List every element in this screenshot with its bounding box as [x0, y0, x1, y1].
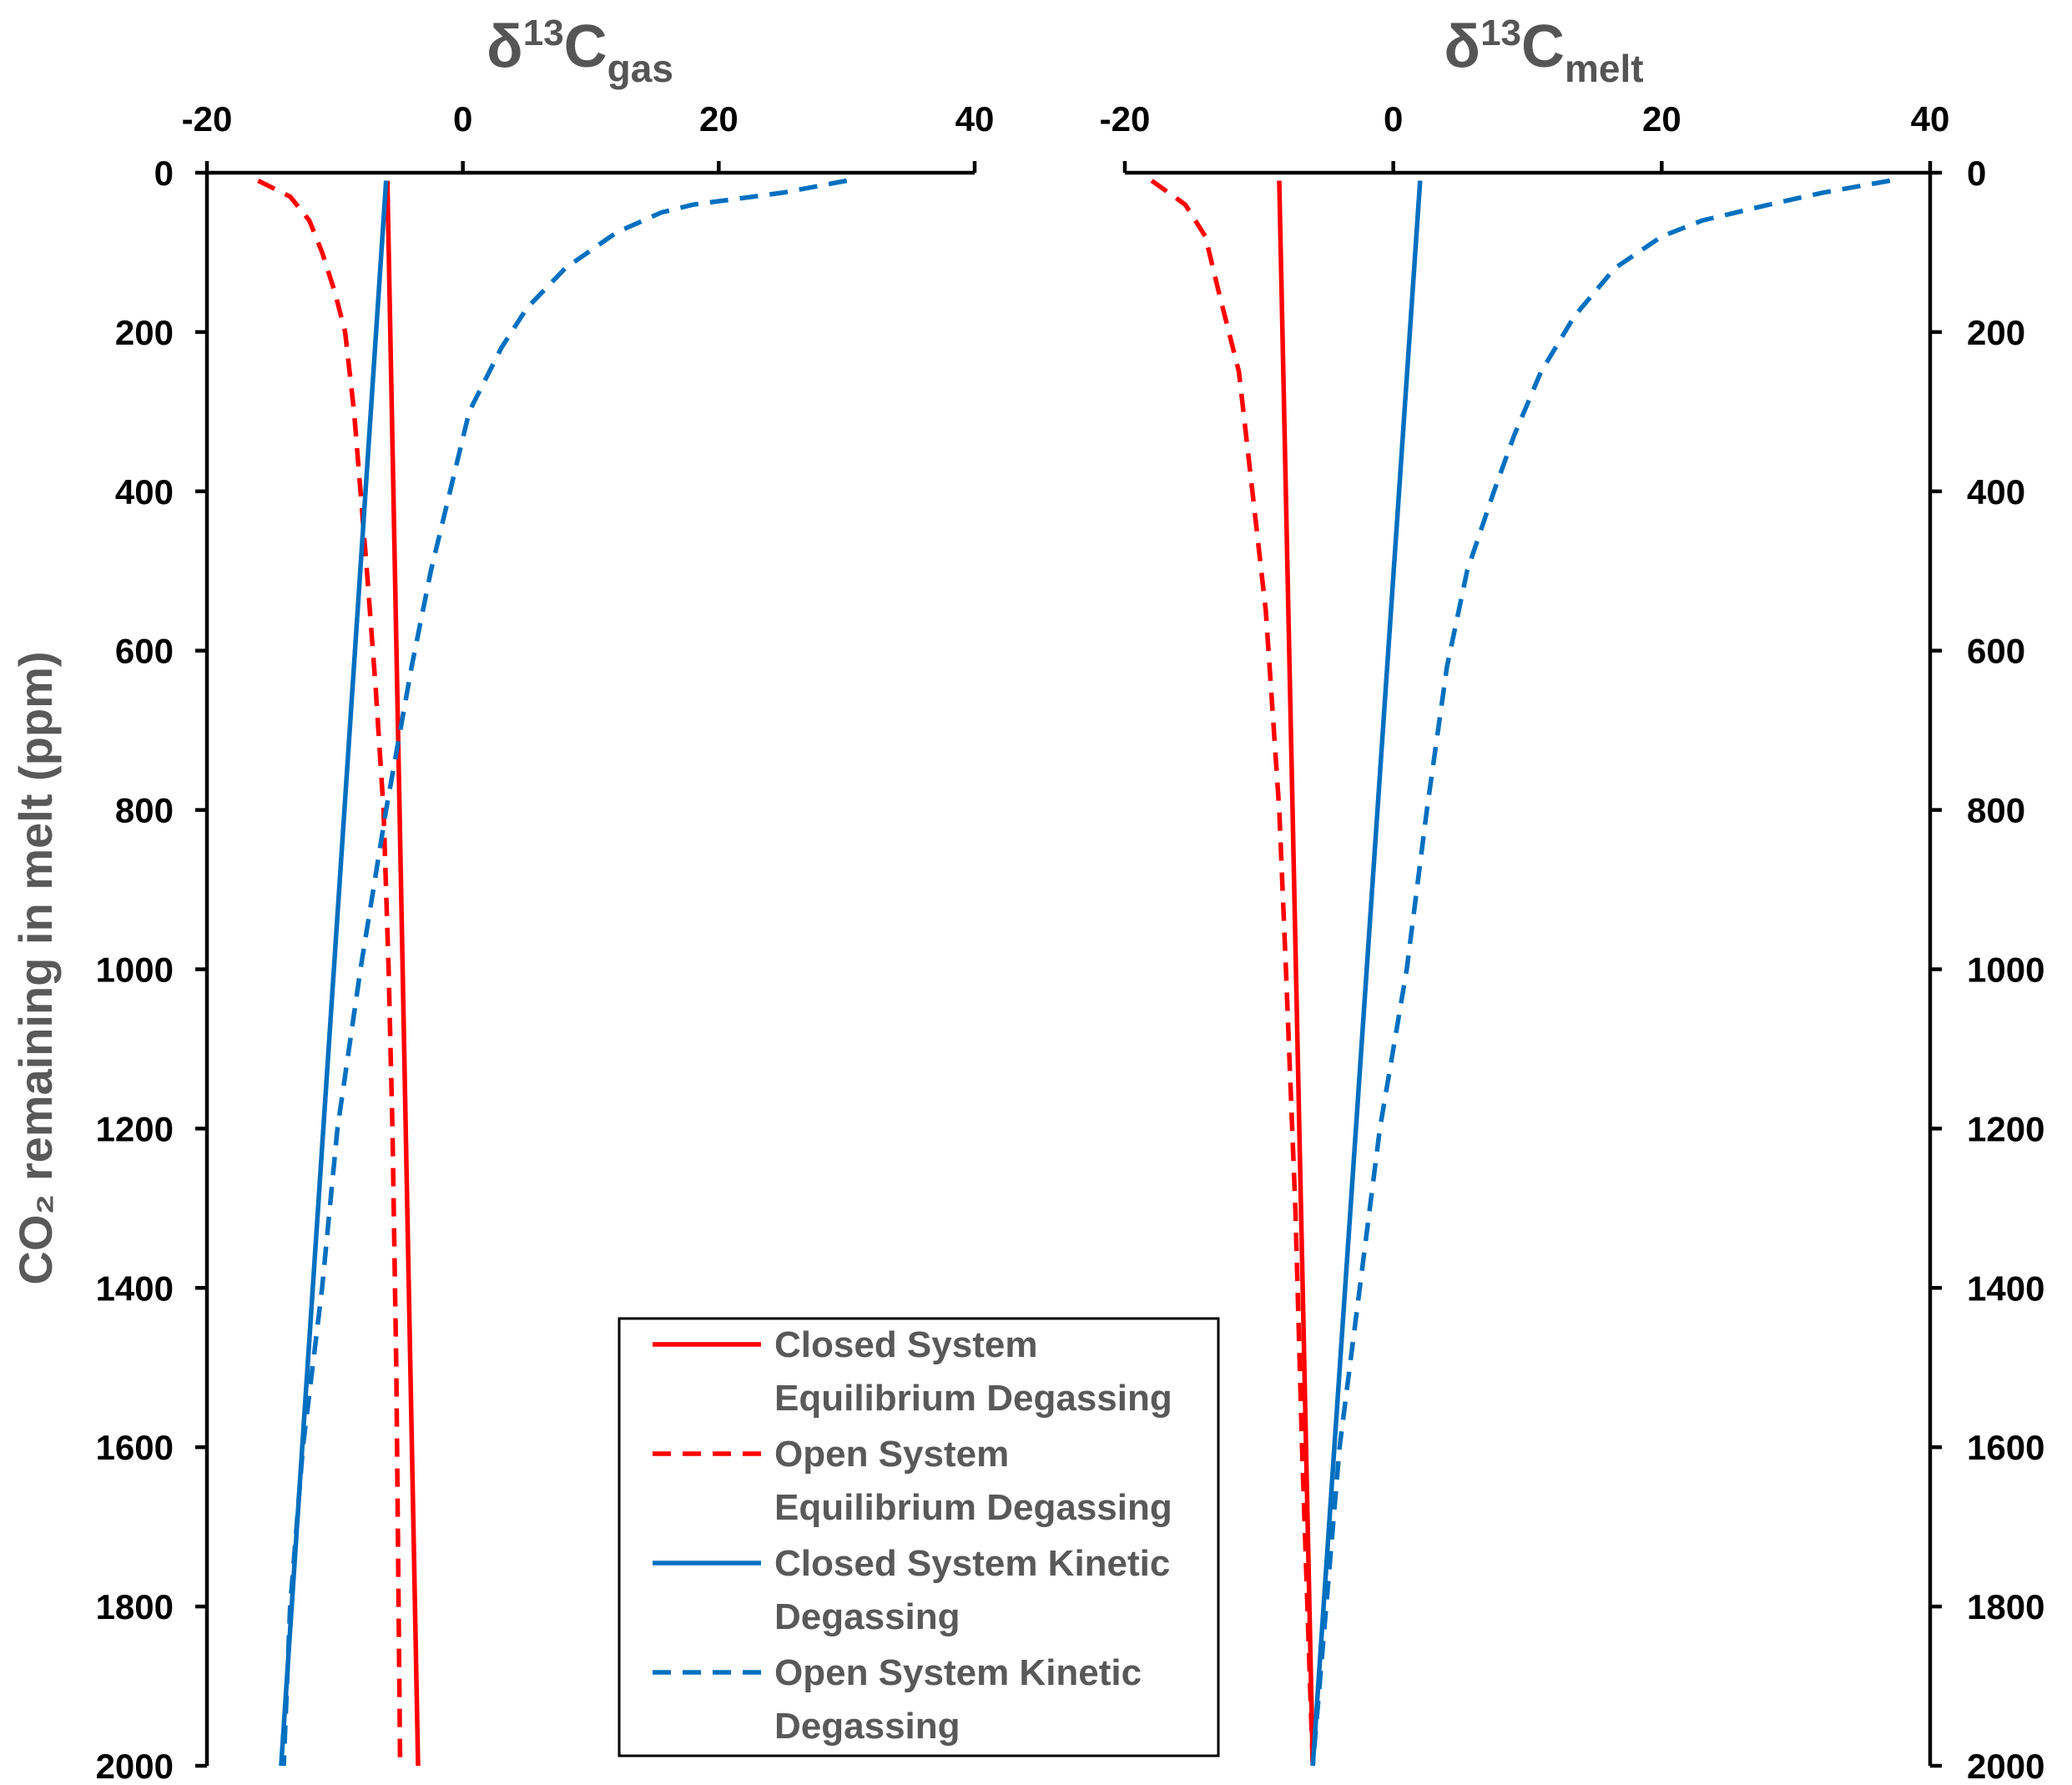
- y-tick-label: 800: [115, 791, 174, 830]
- legend-label-line1: Open System Kinetic: [774, 1652, 1142, 1693]
- series-open-system-equilibrium-degassing: [1150, 179, 1315, 1767]
- title-gas-base: δ: [486, 13, 523, 80]
- y-tick-label: 1000: [96, 950, 174, 990]
- legend-label-line2: Equilibrium Degassing: [774, 1487, 1172, 1528]
- y-tick-label: 0: [1967, 154, 1986, 193]
- y-tick-label: 1200: [96, 1109, 174, 1148]
- x-tick-label: 40: [955, 99, 995, 139]
- y-axis-label: CO₂ remaining in melt (ppm): [9, 651, 62, 1284]
- series-open-system-kinetic-degassing: [1310, 178, 1891, 1767]
- y-tick-label: 2000: [1967, 1747, 2044, 1785]
- series-open-system-equilibrium-degassing: [257, 179, 403, 1767]
- y-tick-label: 600: [1967, 632, 2025, 671]
- title-gas-sub: gas: [607, 47, 673, 90]
- y-tick-label: 1400: [96, 1268, 174, 1308]
- panel-1: -20 0 20 4002004006008001000120014001600180…: [1100, 99, 2045, 1785]
- y-tick-label: 1800: [1967, 1587, 2044, 1626]
- panel-0: -20 0 20 4002004006008001000120014001600180…: [96, 99, 995, 1785]
- x-tick-label: -20: [1100, 99, 1151, 139]
- x-tick-label: 0: [1384, 99, 1403, 139]
- y-tick-label: 1600: [96, 1428, 174, 1467]
- title-melt-sup: 13: [1480, 13, 1521, 53]
- y-tick-label: 1000: [1967, 950, 2044, 990]
- y-tick-label: 400: [115, 472, 174, 512]
- x-tick-label: -20: [182, 99, 233, 139]
- series-closed-system-kinetic-degassing: [1310, 180, 1423, 1767]
- legend-label-line1: Open System: [774, 1434, 1009, 1475]
- y-tick-label: 1800: [96, 1587, 174, 1626]
- title-melt-sub: melt: [1565, 47, 1644, 90]
- y-tick-label: 1600: [1967, 1428, 2044, 1467]
- y-tick-label: 2000: [96, 1747, 174, 1785]
- legend-frame: [618, 1317, 1220, 1757]
- y-tick-label: 200: [1967, 313, 2025, 352]
- legend-entries: Closed System Equilibrium Degassing Open S…: [653, 1324, 1172, 1747]
- plot-area: -20 0 20 4002004006008001000120014001600180…: [96, 99, 2045, 1785]
- title-gas-sup: 13: [523, 13, 564, 53]
- y-tick-label: 800: [1967, 791, 2025, 830]
- series-closed-system-equilibrium-degassing: [385, 180, 421, 1767]
- y-tick-label: 0: [154, 154, 174, 193]
- y-tick-label: 400: [1967, 472, 2025, 512]
- title-gas-main: C: [564, 13, 607, 80]
- y-tick-label: 1200: [1967, 1109, 2044, 1148]
- x-tick-label: 20: [699, 99, 739, 139]
- legend-label-line1: Closed System Kinetic: [774, 1543, 1170, 1584]
- x-tick-label: 20: [1642, 99, 1681, 139]
- x-tick-label: 0: [453, 99, 472, 139]
- y-tick-label: 200: [115, 313, 174, 352]
- panel-title-gas: δ13Cgas: [486, 13, 673, 90]
- y-tick-label: 1400: [1967, 1268, 2044, 1308]
- legend-label-line2: Degassing: [774, 1596, 960, 1637]
- x-tick-label: 40: [1911, 99, 1950, 139]
- legend-label-line2: Degassing: [774, 1706, 960, 1747]
- legend-label-line2: Equilibrium Degassing: [774, 1378, 1172, 1419]
- series-closed-system-equilibrium-degassing: [1277, 180, 1315, 1767]
- title-melt-main: C: [1521, 13, 1565, 80]
- legend: Closed System Equilibrium Degassing Open S…: [618, 1317, 1220, 1757]
- legend-label-line1: Closed System: [774, 1324, 1037, 1365]
- y-tick-label: 600: [115, 632, 174, 671]
- series-open-system-kinetic-degassing: [281, 178, 848, 1767]
- panel-title-melt: δ13Cmelt: [1444, 13, 1643, 90]
- title-melt-base: δ: [1444, 13, 1480, 80]
